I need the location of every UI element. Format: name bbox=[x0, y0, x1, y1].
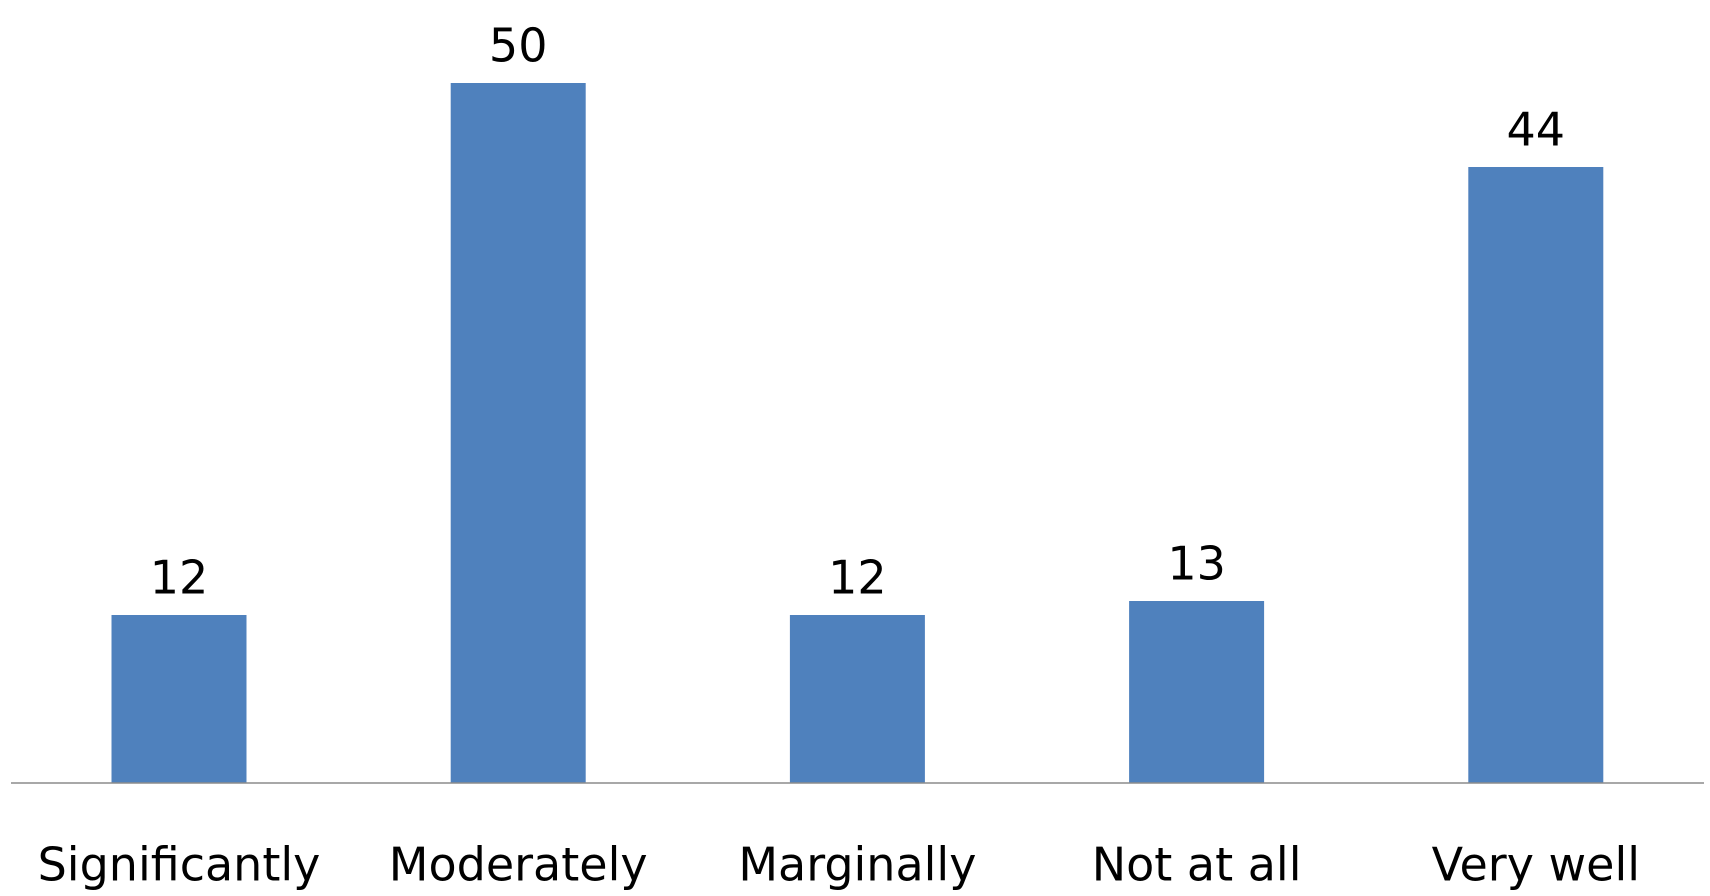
x-tick-label: Not at all bbox=[1092, 838, 1302, 892]
bar bbox=[450, 83, 586, 783]
data-label: 12 bbox=[828, 551, 887, 605]
data-label: 12 bbox=[150, 551, 209, 605]
data-label: 50 bbox=[489, 19, 548, 73]
bar bbox=[1129, 601, 1265, 783]
bar bbox=[1468, 167, 1604, 783]
data-label: 44 bbox=[1507, 103, 1566, 157]
data-label: 13 bbox=[1167, 537, 1226, 591]
x-tick-label: Moderately bbox=[389, 838, 648, 892]
x-tick-label: Marginally bbox=[738, 838, 976, 892]
bar bbox=[111, 615, 247, 783]
bar bbox=[789, 615, 925, 783]
x-tick-label: Very well bbox=[1432, 838, 1640, 892]
x-tick-label: Significantly bbox=[38, 838, 321, 892]
